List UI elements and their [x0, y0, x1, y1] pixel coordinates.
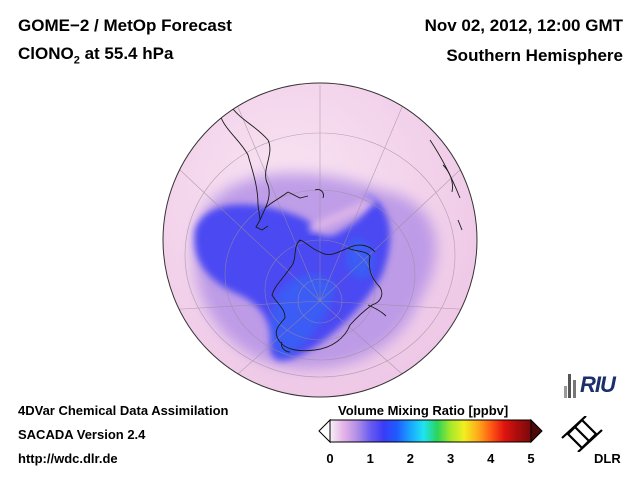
colorbar-tick-label: 5 [527, 451, 535, 466]
hemisphere-label: Southern Hemisphere [446, 46, 623, 65]
footer-line-2: SACADA Version 2.4 [18, 427, 146, 442]
colorbar-gradient [329, 419, 532, 443]
species-subscript: 2 [73, 54, 80, 67]
globe-outline [162, 82, 478, 398]
map-subtitle: ClONO2 at 55.4 hPa [18, 44, 173, 66]
species-name: ClONO [18, 44, 74, 63]
map-title: GOME−2 / MetOp Forecast [18, 16, 232, 35]
dlr-logo: DLR [594, 451, 621, 466]
riu-logo-mark [564, 374, 576, 398]
colorbar-tick-label: 1 [366, 451, 374, 466]
globe-map [162, 82, 478, 398]
colorbar-tick-label: 0 [326, 451, 334, 466]
colorbar-tick-label: 2 [406, 451, 414, 466]
footer-line-1: 4DVar Chemical Data Assimilation [18, 403, 229, 418]
colorbar-title: Volume Mixing Ratio [ppbv] [338, 403, 509, 418]
colorbar-min-arrow [318, 418, 331, 444]
coastlines [219, 104, 463, 353]
footer-url: http://wdc.dlr.de [18, 451, 118, 466]
pressure-level: at 55.4 hPa [79, 44, 174, 63]
dlr-logo-mark [561, 416, 603, 452]
forecast-datetime: Nov 02, 2012, 12:00 GMT [424, 16, 623, 35]
colorbar-tick-label: 4 [487, 451, 495, 466]
colorbar-tick-label: 3 [446, 451, 455, 466]
colorbar [318, 418, 543, 444]
colorbar-max-arrow [530, 418, 543, 444]
riu-logo: RIU [580, 372, 616, 397]
